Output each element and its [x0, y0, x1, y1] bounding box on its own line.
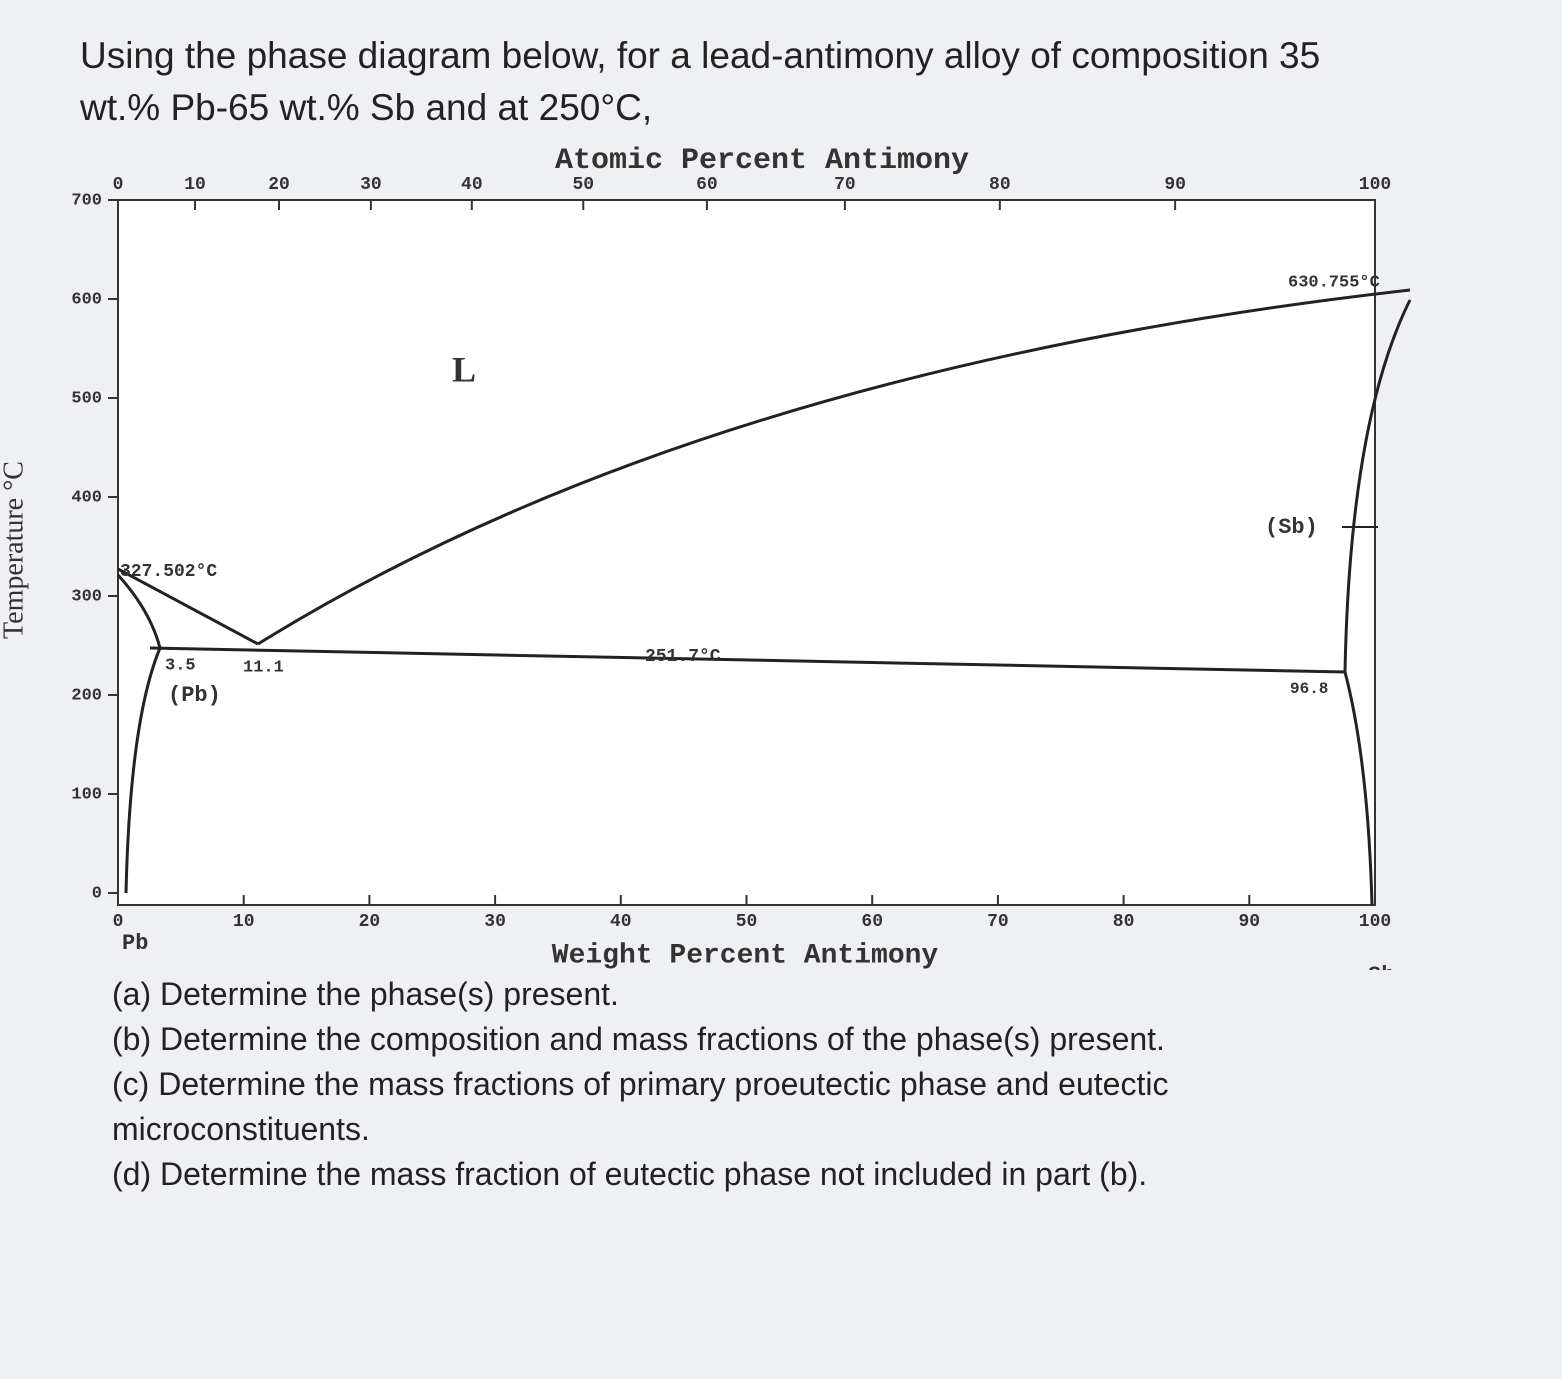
eutectic-line	[149, 646, 1346, 674]
solvus-right	[1343, 671, 1374, 906]
pb-phase-label: (Pb)	[168, 683, 221, 708]
x-tick-label: 20	[359, 912, 381, 932]
top-tick-label: 10	[184, 175, 206, 195]
x-tick-label: 60	[861, 912, 883, 932]
top-axis-title: Atomic Percent Antimony	[555, 144, 969, 178]
sb-solubility-label: 96.8	[1290, 680, 1328, 698]
top-tick-label: 90	[1164, 175, 1186, 195]
x-tick-label: 80	[1113, 912, 1135, 932]
part: (c) Determine the mass fractions of prim…	[112, 1066, 1169, 1147]
y-tick-label: 100	[71, 785, 102, 804]
y-tick-label: 200	[71, 686, 102, 705]
question-intro: Using the phase diagram below, for a lea…	[80, 35, 1321, 128]
sb-melting-label: 630.755°C	[1288, 273, 1380, 292]
x-tick-label: 10	[233, 912, 255, 932]
x-tick-label: 90	[1238, 912, 1260, 932]
top-tick-label: 70	[834, 175, 856, 195]
eutectic-comp-label: 11.1	[243, 658, 284, 677]
x-tick-label: 70	[987, 912, 1009, 932]
solidus-left	[116, 573, 162, 649]
question-parts: (a) Determine the phase(s) present. (b) …	[112, 972, 1332, 1197]
y-tick-label: 600	[71, 290, 102, 309]
left-end-label: Pb	[122, 931, 148, 956]
solidus-right	[1343, 299, 1412, 673]
top-tick-label: 0	[113, 175, 124, 195]
x-tick-label: 50	[736, 912, 758, 932]
phase-boundaries	[116, 288, 1412, 906]
y-tick-label: 400	[71, 488, 102, 507]
y-tick-label: 300	[71, 587, 102, 606]
x-tick-label: 30	[484, 912, 506, 932]
liquid-label: L	[452, 349, 476, 389]
y-tick-label: 0	[92, 884, 102, 903]
eutectic-temp-label: 251.7°C	[645, 647, 721, 667]
y-axis-title: Temperature °C	[0, 461, 29, 639]
x-tick-label: 0	[113, 912, 124, 932]
top-tick-label: 50	[572, 175, 594, 195]
liquidus-right	[257, 288, 1411, 646]
top-tick-label: 60	[696, 175, 718, 195]
x-tick-label: 100	[1359, 912, 1391, 932]
y-tick-label: 700	[71, 191, 102, 210]
top-tick-label: 30	[360, 175, 382, 195]
sb-phase-label: (Sb)	[1265, 515, 1318, 540]
liquidus-left	[117, 567, 259, 646]
pb-solubility-label: 3.5	[165, 656, 196, 675]
pb-melting-label: 327.502°C	[120, 562, 217, 582]
plot-frame	[117, 199, 1376, 906]
top-tick-label: 40	[461, 175, 483, 195]
x-tick-label: 40	[610, 912, 632, 932]
y-tick-label: 500	[71, 389, 102, 408]
part: (d) Determine the mass fraction of eutec…	[112, 1156, 1148, 1192]
part: (b) Determine the composition and mass f…	[112, 1021, 1165, 1057]
top-tick-label: 80	[989, 175, 1011, 195]
phase-diagram: Atomic Percent Antimony Weight Percent A…	[0, 144, 1412, 970]
top-tick-label: 100	[1359, 175, 1391, 195]
right-end-label: Sb	[1368, 963, 1394, 970]
part: (a) Determine the phase(s) present.	[112, 976, 619, 1012]
solvus-left	[124, 647, 162, 894]
top-tick-label: 20	[268, 175, 290, 195]
bottom-axis-title: Weight Percent Antimony	[552, 940, 939, 970]
